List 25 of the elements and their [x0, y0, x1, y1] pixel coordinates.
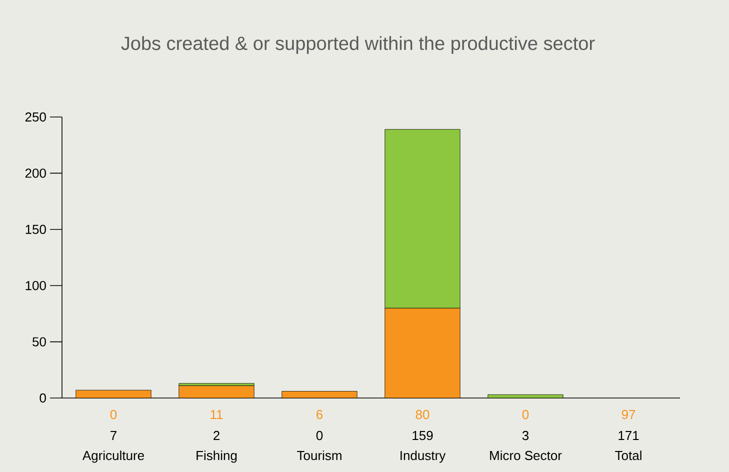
x-tick-label: Fishing	[196, 450, 237, 463]
data-label: 0	[110, 410, 117, 420]
data-label: 159	[412, 430, 433, 440]
data-label: 11	[210, 410, 223, 419]
text: 97	[622, 410, 636, 420]
x-tick-label: Industry	[400, 450, 446, 463]
chart-title: Jobs created & or supported within the productive sector	[121, 36, 595, 54]
data-label: 2	[214, 430, 220, 440]
data-label: 7	[110, 431, 116, 440]
y-tick-label: 200	[25, 168, 46, 178]
text: 171	[618, 431, 639, 440]
data-label: 3	[522, 430, 529, 440]
y-tick-label: 150	[26, 224, 46, 234]
y-tick-label: 50	[32, 337, 46, 346]
y-tick-label: 0	[40, 393, 46, 403]
data-label: 0	[316, 430, 323, 440]
x-tick-label: Agriculture	[82, 450, 144, 463]
y-tick-label: 250	[25, 112, 46, 122]
data-label: 0	[522, 410, 529, 420]
data-label: 80	[416, 410, 430, 420]
data-label: 6	[316, 410, 323, 420]
x-tick-label: Tourism	[297, 450, 342, 460]
y-tick-label: 100	[26, 280, 46, 290]
x-tick-label: Total	[615, 450, 642, 460]
x-tick-label: Micro Sector	[490, 450, 562, 460]
